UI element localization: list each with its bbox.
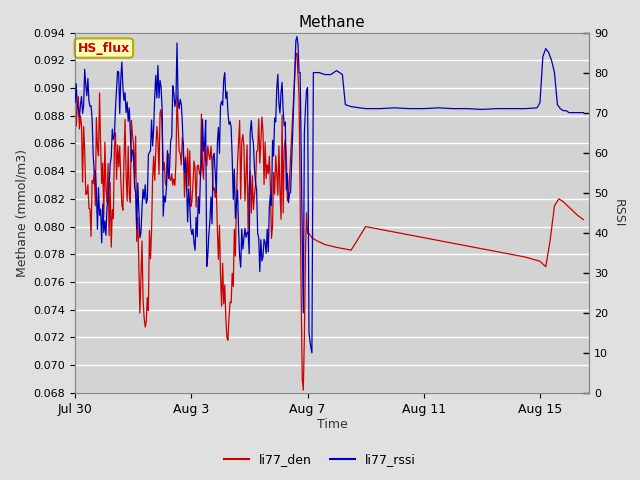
Legend: li77_den, li77_rssi: li77_den, li77_rssi: [219, 448, 421, 471]
Y-axis label: RSSI: RSSI: [612, 199, 625, 227]
Title: Methane: Methane: [299, 15, 365, 30]
Text: HS_flux: HS_flux: [77, 42, 130, 55]
Y-axis label: Methane (mmol/m3): Methane (mmol/m3): [15, 149, 28, 277]
X-axis label: Time: Time: [317, 419, 348, 432]
